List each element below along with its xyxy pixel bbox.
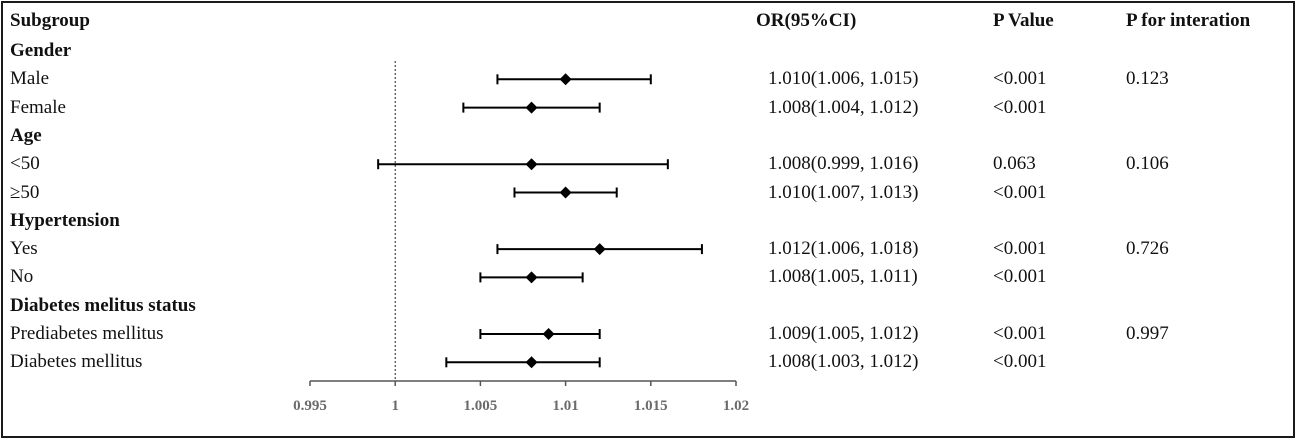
or-point-marker: [559, 73, 572, 86]
x-tick-label: 0.995: [293, 398, 327, 414]
x-tick-label: 1.005: [464, 398, 498, 414]
p-value: 0.063: [993, 153, 1036, 175]
or-ci-value: 1.008(1.005, 1.011): [768, 266, 918, 288]
or-ci-value: 1.010(1.007, 1.013): [768, 181, 919, 203]
category-label: Hypertension: [10, 209, 120, 231]
p-value: <0.001: [993, 68, 1047, 90]
p-value: <0.001: [993, 181, 1047, 203]
or-point-marker: [559, 186, 572, 199]
subgroup-label: No: [10, 266, 34, 288]
or-point-marker: [593, 243, 606, 256]
x-tick-label: 1.01: [552, 398, 578, 414]
category-label: Diabetes melitus status: [10, 294, 196, 316]
category-label: Gender: [10, 40, 72, 61]
p-interaction-value: 0.997: [1126, 323, 1169, 344]
ci-row-marks: [462, 101, 601, 114]
ci-row-marks: [377, 158, 669, 171]
p-interaction-value: 0.726: [1126, 238, 1169, 260]
category-label: Age: [10, 124, 42, 146]
p-interaction-value: 0.106: [1126, 153, 1169, 175]
subgroup-label: ≥50: [10, 181, 40, 203]
subgroup-label: Female: [10, 96, 66, 118]
subgroup-label: Male: [10, 68, 50, 90]
or-ci-value: 1.008(1.004, 1.012): [768, 96, 919, 118]
header-or: OR(95%CI): [756, 10, 857, 31]
subgroup-label: Diabetes mellitus: [10, 351, 143, 373]
or-point-marker: [525, 158, 538, 171]
header-subgroup: Subgroup: [10, 10, 90, 31]
or-ci-value: 1.009(1.005, 1.012): [768, 323, 919, 344]
ci-row-marks: [496, 73, 652, 86]
header-p-value: P Value: [993, 10, 1054, 31]
p-interaction-value: 0.123: [1126, 68, 1169, 90]
or-ci-value: 1.012(1.006, 1.018): [768, 238, 919, 260]
or-point-marker: [525, 271, 538, 284]
or-ci-value: 1.008(0.999, 1.016): [768, 153, 919, 175]
p-value: <0.001: [993, 238, 1047, 260]
ci-row-marks: [479, 271, 584, 284]
ci-row-marks: [496, 243, 703, 256]
x-tick-label: 1.02: [723, 398, 749, 414]
ci-row-marks: [479, 328, 601, 340]
x-tick-label: 1.015: [634, 398, 668, 414]
x-tick-label: 1: [391, 398, 399, 414]
header-p-interaction: P for interation: [1126, 10, 1251, 31]
p-value: <0.001: [993, 351, 1047, 373]
or-ci-value: 1.010(1.006, 1.015): [768, 68, 919, 90]
subgroup-label: <50: [10, 153, 40, 175]
or-point-marker: [525, 356, 538, 369]
p-value: <0.001: [993, 323, 1047, 344]
or-ci-value: 1.008(1.003, 1.012): [768, 351, 919, 373]
ci-row-marks: [513, 186, 618, 199]
p-value: <0.001: [993, 96, 1047, 118]
or-point-marker: [525, 101, 538, 114]
or-point-marker: [542, 328, 555, 340]
ci-row-marks: [445, 356, 601, 369]
p-value: <0.001: [993, 266, 1047, 288]
subgroup-label: Yes: [10, 238, 38, 260]
subgroup-label: Prediabetes mellitus: [10, 323, 164, 344]
